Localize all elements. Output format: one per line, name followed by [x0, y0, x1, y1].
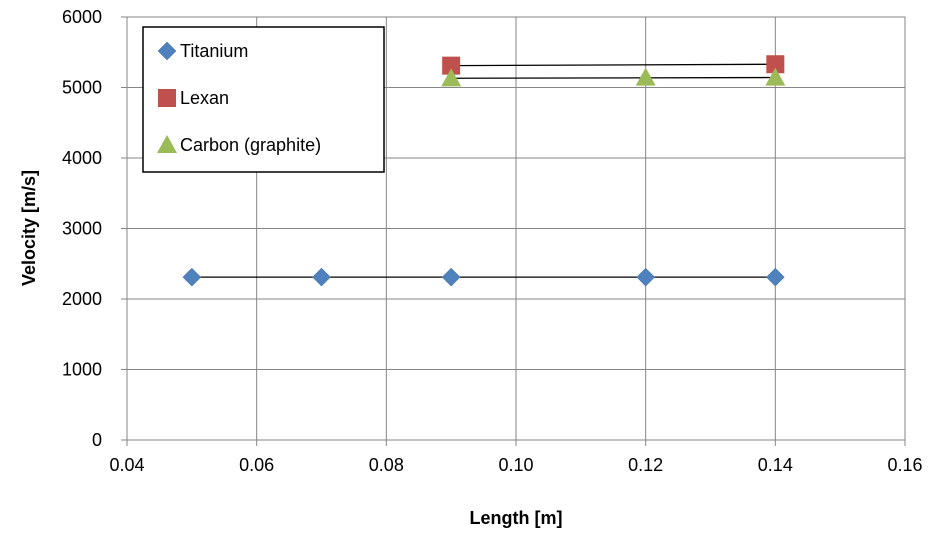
data-points: [182, 55, 786, 287]
x-tick-label: 0.10: [498, 455, 533, 475]
data-point-triangle: [441, 68, 462, 87]
data-point-triangle: [635, 67, 656, 86]
legend-marker-diamond: [157, 41, 177, 61]
x-tick-label: 0.12: [628, 455, 663, 475]
data-point-diamond: [441, 267, 461, 287]
data-point-square: [766, 55, 785, 74]
legend: Titanium Lexan Carbon (graphite): [142, 26, 385, 173]
data-point-diamond: [765, 267, 785, 287]
trendline-2: [451, 63, 776, 67]
x-axis-title: Length [m]: [470, 508, 563, 528]
legend-marker-triangle: [157, 135, 177, 153]
x-tick-label: 0.08: [369, 455, 404, 475]
legend-box: [142, 26, 385, 173]
trendlines: [191, 63, 776, 278]
plot-area: [126, 16, 906, 441]
legend-label: Titanium: [180, 41, 248, 61]
data-point-diamond: [182, 267, 202, 287]
data-point-square: [442, 56, 461, 75]
y-tick-label: 1000: [62, 360, 102, 380]
legend-label: Lexan: [180, 88, 229, 108]
legend-marker-square: [158, 89, 176, 107]
y-axis-title: Velocity [m/s]: [19, 170, 39, 286]
y-tick-label: 4000: [62, 148, 102, 168]
y-tick-label: 0: [92, 430, 102, 450]
data-point-diamond: [636, 267, 656, 287]
x-tick-label: 0.04: [109, 455, 144, 475]
data-point-diamond: [312, 267, 331, 287]
x-tick-label: 0.16: [887, 455, 922, 475]
data-point-triangle: [765, 67, 786, 86]
axes: 0.04 0.06 0.08 0.10 0.12 0.14 0.16 0 1000 2000 300…: [62, 7, 923, 475]
y-tick-label: 3000: [62, 219, 102, 239]
trendline-3: [451, 76, 776, 79]
y-tick-label: 6000: [62, 7, 102, 27]
x-tick-label: 0.14: [758, 455, 793, 475]
legend-label: Carbon (graphite): [180, 135, 321, 155]
x-tick-label: 0.06: [239, 455, 274, 475]
y-tick-label: 2000: [62, 289, 102, 309]
y-tick-label: 5000: [62, 78, 102, 98]
